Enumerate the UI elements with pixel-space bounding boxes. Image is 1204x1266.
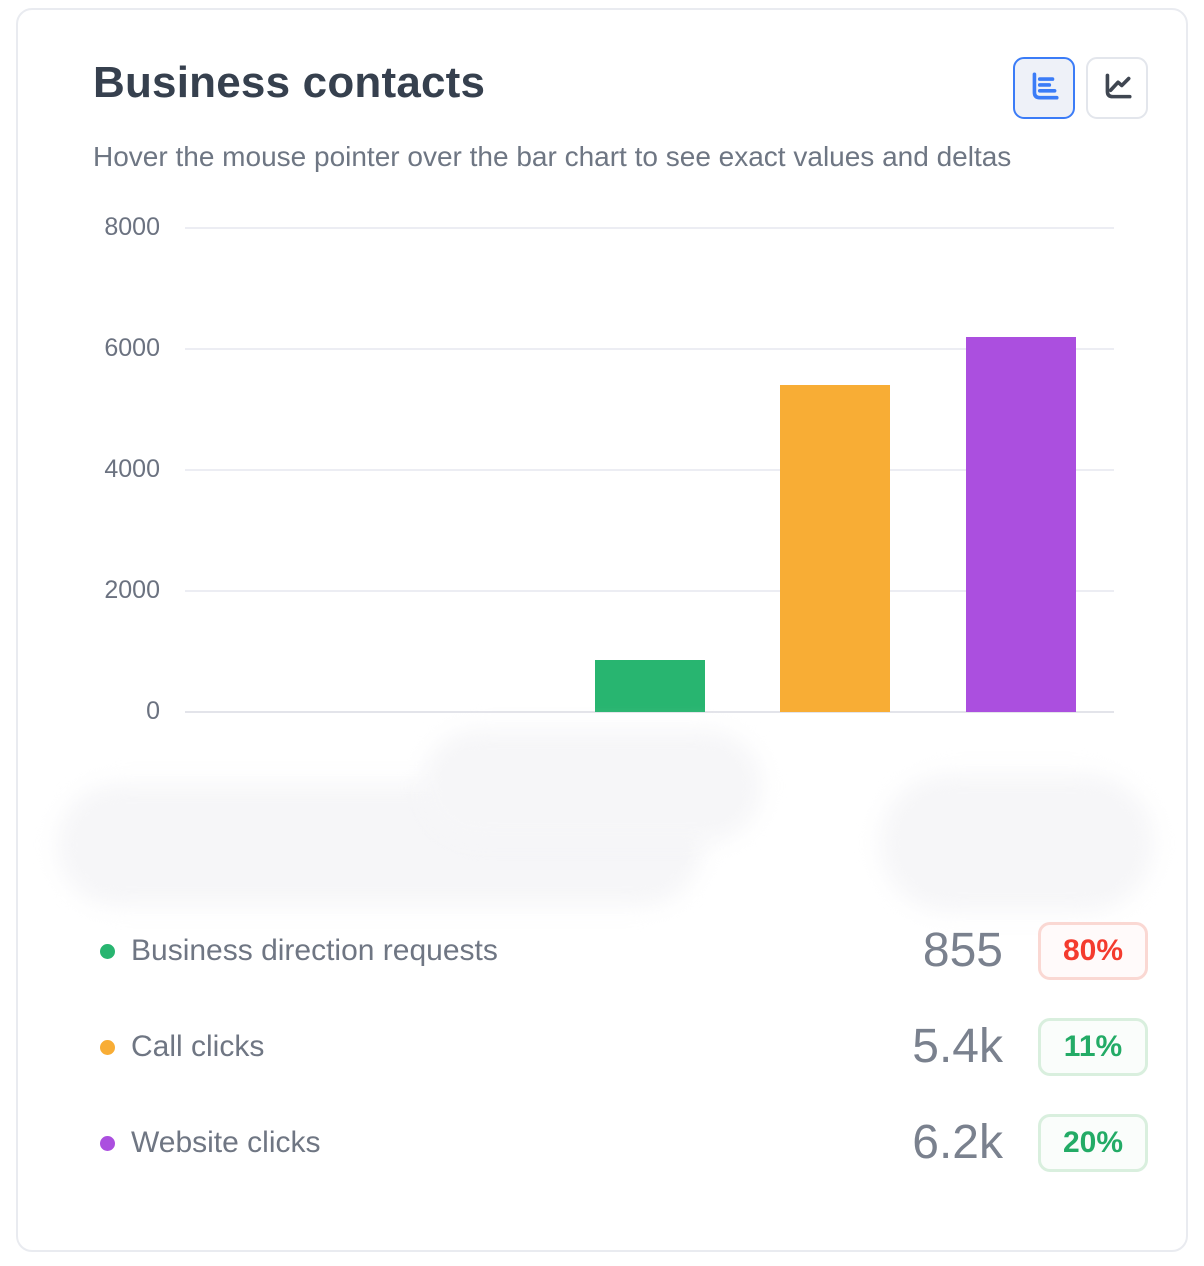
business-contacts-card: Business contacts Hover the mouse pointe… <box>16 8 1188 1252</box>
legend-label-business-direction-requests: Business direction requests <box>131 934 498 967</box>
legend-dot-business-direction-requests <box>100 943 115 959</box>
line-chart-icon <box>1100 69 1134 108</box>
y-axis-tick-4000: 4000 <box>104 455 160 483</box>
y-axis-tick-8000: 8000 <box>104 213 160 241</box>
gridline-6000 <box>185 348 1114 350</box>
gridline-8000 <box>185 227 1114 229</box>
page-title: Business contacts <box>93 58 486 107</box>
gridline-0 <box>185 711 1114 713</box>
bar-website-clicks[interactable] <box>966 336 1077 712</box>
legend-label-call-clicks: Call clicks <box>131 1030 265 1063</box>
blurred-label-blob-3 <box>880 774 1154 912</box>
legend-row-call-clicks[interactable]: Call clicks 5.4k 11% <box>93 1018 1149 1076</box>
bar-chart-view-button[interactable] <box>1013 57 1075 119</box>
gridline-4000 <box>185 469 1114 471</box>
y-axis-tick-2000: 2000 <box>104 576 160 604</box>
bar-business-direction-requests[interactable] <box>594 660 705 712</box>
delta-badge-website-clicks: 20% <box>1038 1114 1148 1172</box>
delta-badge-business-direction-requests: 80% <box>1038 922 1148 980</box>
blurred-label-blob-2 <box>422 730 762 842</box>
legend-dot-website-clicks <box>100 1135 115 1151</box>
horizontal-bar-chart-icon <box>1027 69 1061 108</box>
y-axis-tick-0: 0 <box>146 697 160 725</box>
y-axis-tick-6000: 6000 <box>104 334 160 362</box>
legend-value-business-direction-requests: 855 <box>922 924 1003 977</box>
legend-dot-call-clicks <box>100 1039 115 1055</box>
legend-row-business-direction-requests[interactable]: Business direction requests 855 80% <box>93 922 1149 980</box>
bar-call-clicks[interactable] <box>780 385 891 712</box>
legend-label-website-clicks: Website clicks <box>131 1126 321 1159</box>
legend-value-website-clicks: 6.2k <box>912 1116 1003 1169</box>
delta-badge-call-clicks: 11% <box>1038 1018 1148 1076</box>
chart-hint-text: Hover the mouse pointer over the bar cha… <box>93 141 1012 172</box>
legend-value-call-clicks: 5.4k <box>912 1020 1003 1073</box>
legend-row-website-clicks[interactable]: Website clicks 6.2k 20% <box>93 1114 1149 1172</box>
gridline-2000 <box>185 590 1114 592</box>
line-chart-view-button[interactable] <box>1086 57 1148 119</box>
